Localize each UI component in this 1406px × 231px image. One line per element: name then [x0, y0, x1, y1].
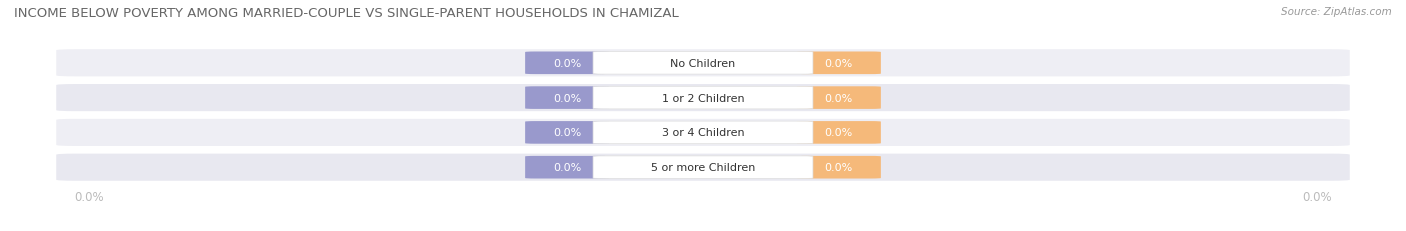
Text: No Children: No Children [671, 58, 735, 69]
FancyBboxPatch shape [56, 119, 1350, 146]
FancyBboxPatch shape [797, 52, 880, 75]
FancyBboxPatch shape [593, 52, 813, 75]
FancyBboxPatch shape [797, 87, 880, 109]
Text: 0.0%: 0.0% [553, 162, 581, 173]
Text: 0.0%: 0.0% [553, 58, 581, 69]
Text: 0.0%: 0.0% [825, 58, 853, 69]
Text: 5 or more Children: 5 or more Children [651, 162, 755, 173]
FancyBboxPatch shape [797, 156, 880, 179]
FancyBboxPatch shape [56, 154, 1350, 181]
Text: INCOME BELOW POVERTY AMONG MARRIED-COUPLE VS SINGLE-PARENT HOUSEHOLDS IN CHAMIZA: INCOME BELOW POVERTY AMONG MARRIED-COUPL… [14, 7, 679, 20]
Text: 3 or 4 Children: 3 or 4 Children [662, 128, 744, 138]
FancyBboxPatch shape [593, 87, 813, 109]
Text: 0.0%: 0.0% [825, 93, 853, 103]
FancyBboxPatch shape [526, 87, 609, 109]
FancyBboxPatch shape [593, 156, 813, 179]
Text: 1 or 2 Children: 1 or 2 Children [662, 93, 744, 103]
FancyBboxPatch shape [526, 122, 609, 144]
FancyBboxPatch shape [797, 122, 880, 144]
FancyBboxPatch shape [56, 85, 1350, 112]
FancyBboxPatch shape [526, 156, 609, 179]
Text: 0.0%: 0.0% [825, 162, 853, 173]
Text: Source: ZipAtlas.com: Source: ZipAtlas.com [1281, 7, 1392, 17]
FancyBboxPatch shape [56, 50, 1350, 77]
FancyBboxPatch shape [526, 52, 609, 75]
Text: 0.0%: 0.0% [553, 93, 581, 103]
Text: 0.0%: 0.0% [553, 128, 581, 138]
Text: 0.0%: 0.0% [825, 128, 853, 138]
FancyBboxPatch shape [593, 122, 813, 144]
